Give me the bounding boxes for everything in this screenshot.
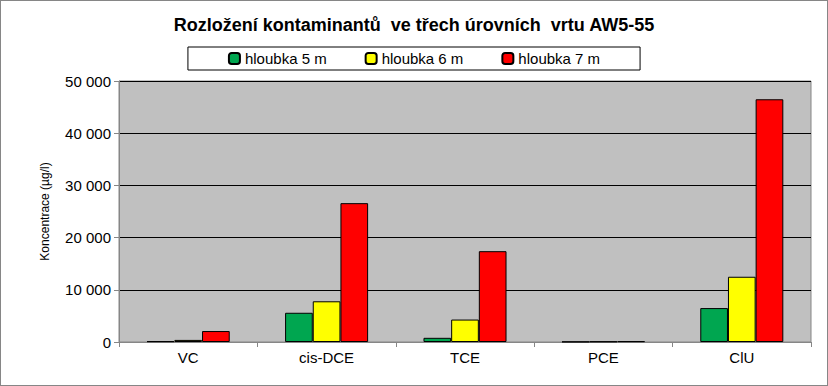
svg-text:20 000: 20 000 bbox=[65, 229, 111, 246]
svg-text:10 000: 10 000 bbox=[65, 281, 111, 298]
svg-text:Koncentrace (µg/l): Koncentrace (µg/l) bbox=[38, 162, 52, 260]
svg-text:Rozložení kontaminantů ve tře: Rozložení kontaminantů ve třech úrovních… bbox=[174, 15, 654, 35]
svg-text:0: 0 bbox=[103, 334, 111, 351]
svg-text:30 000: 30 000 bbox=[65, 177, 111, 194]
svg-text:50 000: 50 000 bbox=[65, 73, 111, 90]
svg-text:ClU: ClU bbox=[729, 349, 754, 366]
svg-text:hloubka 6 m: hloubka 6 m bbox=[382, 50, 464, 67]
svg-text:40 000: 40 000 bbox=[65, 125, 111, 142]
svg-text:TCE: TCE bbox=[450, 349, 480, 366]
svg-text:VC: VC bbox=[178, 349, 199, 366]
svg-text:hloubka 5 m: hloubka 5 m bbox=[245, 50, 327, 67]
svg-text:PCE: PCE bbox=[588, 349, 619, 366]
svg-text:cis-DCE: cis-DCE bbox=[299, 349, 354, 366]
svg-text:hloubka 7 m: hloubka 7 m bbox=[518, 50, 600, 67]
